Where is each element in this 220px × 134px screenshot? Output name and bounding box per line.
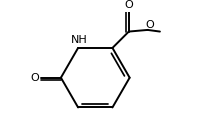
Text: O: O [145, 20, 154, 30]
Text: O: O [31, 73, 39, 83]
Text: O: O [125, 0, 133, 10]
Text: NH: NH [71, 35, 87, 45]
